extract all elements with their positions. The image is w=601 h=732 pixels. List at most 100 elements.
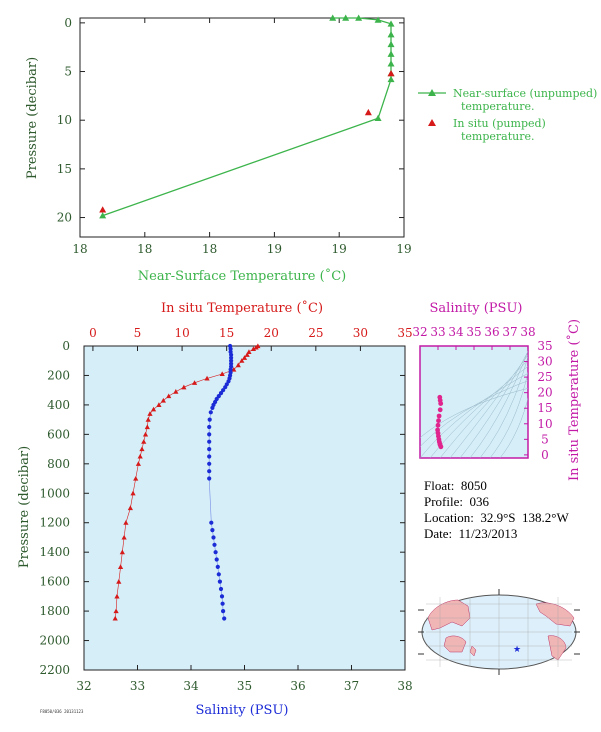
- profile-salinity-point: [218, 586, 224, 592]
- profile-salinity-axis-label: Salinity (PSU): [196, 703, 289, 718]
- map-frame-ticks: [418, 589, 580, 675]
- near-surface-unpumped-point: [387, 75, 395, 83]
- map-land-new-zealand: [469, 645, 477, 657]
- ts-temperature-tick-label: 0: [541, 448, 549, 462]
- profile-temperature-point: [144, 424, 150, 430]
- ts-salinity-tick-label: 32: [412, 325, 427, 339]
- near-surface-x-tick-label: 19: [332, 242, 347, 256]
- profile-temperature-point: [123, 520, 129, 525]
- near-surface-unpumped-point: [329, 14, 337, 21]
- near-surface-unpumped-point: [355, 14, 363, 21]
- ts-density-contour: [459, 350, 528, 458]
- legend-unpumped-label-1: Near-surface (unpumped): [453, 87, 597, 100]
- profile-salinity-point: [207, 476, 212, 481]
- near-surface-y-tick-label: 5: [64, 65, 72, 79]
- ts-salinity-tick-label: 37: [502, 325, 517, 339]
- ts-point: [437, 407, 443, 413]
- float-location-star-icon: ★: [513, 645, 521, 655]
- profile-temperature-point: [150, 406, 157, 412]
- profile-salinity-point: [228, 346, 233, 351]
- near-surface-unpumped-point: [387, 31, 395, 38]
- profile-salinity-point: [218, 391, 224, 396]
- profile-temperature-point: [116, 579, 122, 584]
- profile-temperature-point: [137, 453, 143, 459]
- location-map: ★: [418, 589, 580, 675]
- profile-temperature-point: [113, 608, 119, 614]
- profile-salinity-point: [222, 616, 227, 621]
- ts-density-contour: [420, 388, 528, 439]
- profile-temperature-point: [112, 615, 118, 621]
- profile-salinity-point: [207, 461, 212, 466]
- profile-salinity-point: [207, 447, 212, 452]
- profile-y-tick-label: 400: [47, 398, 70, 412]
- near-surface-y-label: Pressure (decibar): [25, 57, 40, 179]
- near-surface-unpumped-point: [342, 14, 350, 21]
- ts-point: [436, 413, 442, 419]
- ts-density-contours: [420, 350, 528, 458]
- map-land-north-america: [535, 602, 575, 627]
- profile-temp-tick-label: 30: [353, 326, 368, 340]
- profile-temperature-point: [145, 417, 151, 422]
- profile-temperature-point: [166, 393, 172, 399]
- ts-density-contour: [439, 359, 528, 458]
- profile-temperature-point: [156, 402, 162, 407]
- ts-temperature-tick-label: 35: [537, 339, 552, 353]
- near-surface-unpumped-point: [374, 114, 382, 122]
- near-surface-legend: Near-surface (unpumped) temperature. In …: [418, 87, 597, 143]
- legend-pumped-label-1: In situ (pumped): [453, 117, 546, 130]
- profile-salinity-point: [216, 394, 221, 399]
- ts-salinity-axis-label: Salinity (PSU): [430, 301, 523, 316]
- profile-salinity-point: [219, 594, 225, 599]
- near-surface-unpumped-point: [387, 60, 395, 67]
- profile-temperature-point: [246, 349, 252, 354]
- profile-temperature-point: [141, 439, 147, 444]
- profile-y-tick-label: 2000: [39, 634, 70, 648]
- profile-temp-tick-label: 20: [264, 326, 279, 340]
- profile-plot-frame: [83, 345, 406, 671]
- ts-density-contour: [499, 397, 528, 458]
- profile-temperature-point: [181, 384, 187, 390]
- near-surface-y-tick-label: 10: [57, 113, 72, 127]
- ts-density-contour: [420, 380, 528, 448]
- profile-temp-tick-label: 0: [89, 326, 97, 340]
- ts-temperature-tick-label: 5: [541, 432, 549, 446]
- profile-salinity-point: [207, 469, 212, 474]
- profile-salinity-point: [229, 358, 234, 363]
- profile-salinity-point: [223, 385, 228, 390]
- profile-salinity-point: [207, 439, 212, 444]
- near-surface-x-tick-label: 18: [202, 242, 217, 256]
- profile-salinity-point: [210, 528, 215, 533]
- profile-temperature-point: [219, 371, 225, 377]
- near-surface-plot-frame: [79, 17, 405, 238]
- ts-plot-frame: [419, 345, 529, 459]
- profile-y-tick-label: 1000: [39, 486, 70, 500]
- profile-temperature-point: [114, 593, 120, 599]
- profile-temperature-point: [147, 411, 153, 416]
- profile-salinity-tick-label: 38: [397, 679, 412, 693]
- ts-temperature-tick-label: 20: [537, 386, 552, 400]
- float-location: Location: 32.9°S 138.2°W: [424, 510, 569, 525]
- footer-tag: F8050/036 20131123: [40, 709, 84, 714]
- near-surface-x-label: Near-Surface Temperature (˚C): [138, 268, 346, 284]
- profile-salinity-point: [217, 579, 222, 584]
- profile-temperature-point: [241, 355, 248, 360]
- near-surface-marks: [99, 14, 395, 219]
- profile-panel: 0 5 10 15 20 25 30 35 32 33 34 35 36 37 38 0 200 400 600 80…: [17, 300, 413, 718]
- legend-unpumped-marker: [428, 89, 436, 96]
- profile-salinity-tick-label: 32: [76, 679, 91, 693]
- profile-salinity-point: [209, 520, 214, 525]
- map-land-asia: [427, 599, 471, 631]
- profile-y-tick-label: 600: [47, 427, 70, 441]
- profile-y-tick-label: 1800: [39, 604, 70, 618]
- ts-marks: [435, 394, 444, 450]
- profile-temperature-point: [253, 344, 259, 350]
- ts-temperature-tick-label: 10: [537, 417, 552, 431]
- profile-temperature-point: [135, 461, 141, 466]
- near-surface-unpumped-point: [387, 40, 395, 48]
- near-surface-y-tick-label: 15: [57, 162, 72, 176]
- profile-temperature-point: [142, 431, 149, 437]
- ts-point: [436, 418, 441, 424]
- profile-y-tick-label: 200: [47, 368, 70, 382]
- near-surface-unpumped-point: [387, 20, 395, 27]
